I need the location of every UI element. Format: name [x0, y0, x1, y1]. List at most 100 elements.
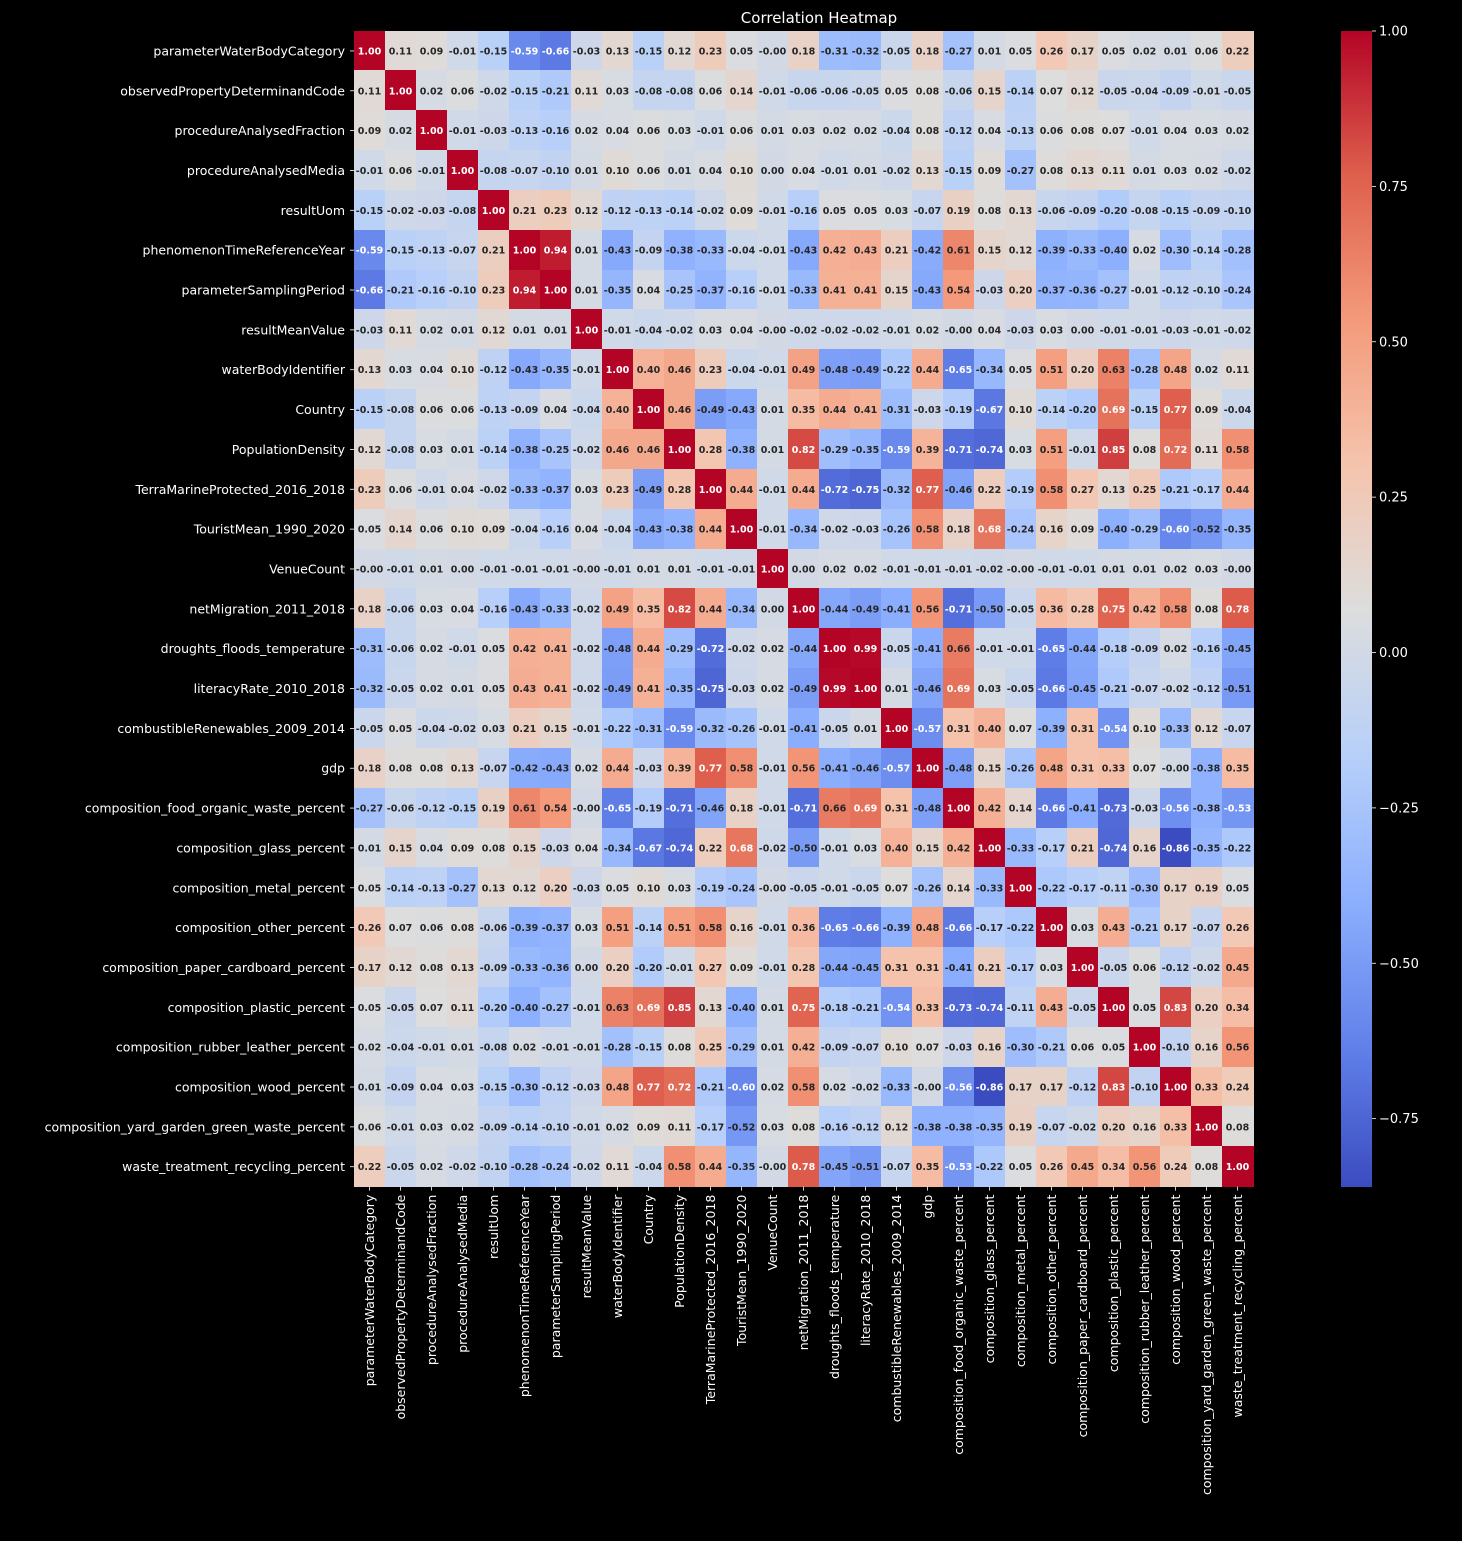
- heatmap-cell: [664, 1106, 696, 1147]
- heatmap-cell: [1160, 429, 1192, 470]
- cell-value-label: 0.01: [761, 126, 784, 137]
- heatmap-cell: [1067, 1146, 1099, 1187]
- cell-value-label: -0.02: [821, 325, 848, 336]
- heatmap-cell: [1005, 668, 1037, 709]
- heatmap-cell: [447, 509, 479, 550]
- heatmap-cell: [788, 828, 820, 868]
- x-tick-label: PopulationDensity: [672, 1194, 687, 1308]
- cell-value-label: 0.44: [823, 405, 847, 416]
- cell-value-label: -0.02: [1224, 166, 1251, 177]
- heatmap-cell: [974, 828, 1006, 868]
- heatmap-cell: [1160, 469, 1192, 510]
- cell-value-label: 0.31: [1071, 724, 1094, 735]
- heatmap-cell: [416, 708, 448, 749]
- cell-value-label: 0.42: [792, 1043, 815, 1054]
- cell-value-label: -0.00: [1162, 764, 1190, 775]
- cell-value-label: -0.27: [1100, 286, 1127, 297]
- cell-value-label: -0.38: [666, 525, 694, 536]
- heatmap-cell: [912, 309, 944, 350]
- cell-value-label: 0.05: [1102, 46, 1125, 57]
- heatmap-cell: [602, 509, 634, 550]
- cell-value-label: -0.03: [1162, 325, 1189, 336]
- cell-value-label: -0.31: [635, 724, 662, 735]
- cell-value-label: 0.13: [916, 166, 939, 177]
- x-tick-label: TerraMarineProtected_2016_2018: [703, 1195, 718, 1406]
- heatmap-cell: [943, 31, 975, 71]
- cell-value-label: 0.04: [1164, 126, 1188, 137]
- heatmap-cell: [478, 70, 510, 111]
- heatmap-cell: [943, 70, 975, 111]
- cell-value-label: 0.06: [1040, 126, 1064, 137]
- cell-value-label: -0.57: [883, 764, 910, 775]
- heatmap-cell: [633, 230, 665, 271]
- cell-value-label: -0.06: [790, 86, 818, 97]
- cell-value-label: -0.01: [1007, 644, 1034, 655]
- heatmap-cell: [943, 588, 975, 629]
- heatmap-cell: [509, 110, 541, 151]
- heatmap-cell: [1129, 708, 1161, 749]
- heatmap-cell: [664, 867, 696, 908]
- cell-value-label: -0.32: [852, 46, 879, 57]
- heatmap-cell: [943, 270, 975, 310]
- cell-value-label: -0.33: [697, 246, 724, 257]
- cell-value-label: 1.00: [482, 206, 506, 217]
- cell-value-label: -0.34: [790, 525, 818, 536]
- heatmap-cell: [1005, 429, 1037, 470]
- heatmap-cell-values: 1.00 0.11 0.09 -0.01 -0.15 -0.59 -0.66 -0.03 0.1…: [356, 46, 1252, 1173]
- cell-value-label: 0.01: [575, 166, 598, 177]
- heatmap-cell: [881, 628, 913, 669]
- heatmap-cell: [1036, 628, 1068, 669]
- heatmap-cell: [509, 748, 541, 789]
- heatmap-cell: [1098, 309, 1130, 350]
- heatmap-cell: [602, 549, 634, 589]
- y-tick-label: TerraMarineProtected_2016_2018: [134, 482, 345, 497]
- cell-value-label: -0.02: [821, 525, 848, 536]
- x-tick-label: waste_treatment_recycling_percent: [1230, 1195, 1245, 1418]
- cell-value-label: -0.08: [387, 405, 415, 416]
- heatmap-cell: [943, 947, 975, 988]
- heatmap-cell: [1036, 947, 1068, 988]
- heatmap-cell: [447, 31, 479, 71]
- cell-value-label: 0.13: [1071, 166, 1094, 177]
- heatmap-cell: [1129, 588, 1161, 629]
- cell-value-label: -0.02: [852, 325, 879, 336]
- heatmap-cell: [664, 70, 696, 111]
- heatmap-cell: [1067, 70, 1099, 111]
- cell-value-label: -0.00: [759, 325, 787, 336]
- cell-value-label: 0.16: [1195, 1043, 1219, 1054]
- cell-value-label: -0.02: [480, 485, 507, 496]
- cell-value-label: -0.20: [635, 963, 663, 974]
- heatmap-cell: [478, 588, 510, 629]
- heatmap-cell: [1098, 828, 1130, 868]
- heatmap-cell: [416, 230, 448, 271]
- heatmap-cell: [974, 230, 1006, 271]
- cell-value-label: 0.01: [1133, 564, 1156, 575]
- heatmap-cell: [1191, 349, 1223, 390]
- heatmap-cell: [1129, 509, 1161, 550]
- heatmap-cell: [943, 867, 975, 908]
- cell-value-label: -0.15: [480, 46, 507, 57]
- x-tick-label: composition_plastic_percent: [1106, 1195, 1121, 1373]
- cell-value-label: 0.07: [1133, 764, 1156, 775]
- heatmap-cell: [757, 828, 789, 868]
- cell-value-label: -0.66: [356, 286, 384, 297]
- heatmap-cell: [726, 907, 758, 948]
- cell-value-label: 0.02: [575, 764, 598, 775]
- heatmap-cell: [943, 150, 975, 191]
- cell-value-label: -0.33: [1007, 843, 1034, 854]
- y-tick-label: literacyRate_2010_2018: [194, 681, 345, 696]
- heatmap-cell: [416, 907, 448, 948]
- heatmap-cell: [1222, 668, 1254, 709]
- cell-value-label: 0.42: [823, 246, 846, 257]
- cell-value-label: -0.07: [1131, 684, 1158, 695]
- heatmap-cell: [1036, 70, 1068, 111]
- heatmap-cell: [447, 70, 479, 111]
- cell-value-label: 0.12: [482, 325, 505, 336]
- cell-value-label: 0.02: [420, 644, 443, 655]
- cell-value-label: -0.01: [821, 843, 848, 854]
- cell-value-label: 0.02: [575, 126, 598, 137]
- heatmap-cell: [416, 70, 448, 111]
- heatmap-cell: [695, 509, 727, 550]
- cell-value-label: -0.43: [914, 286, 941, 297]
- heatmap-cell: [1036, 230, 1068, 271]
